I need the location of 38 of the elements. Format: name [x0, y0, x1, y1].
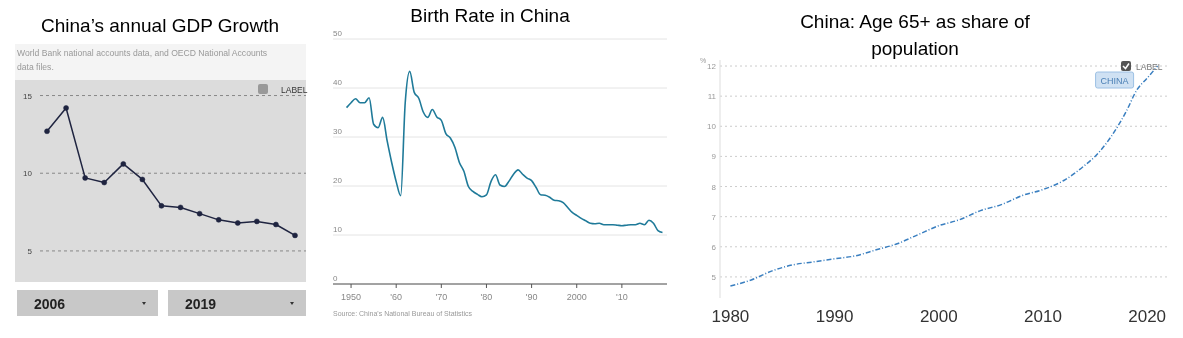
- y-tick-label: 5: [27, 246, 33, 256]
- text: 2006: [34, 296, 66, 312]
- y-tick-label: 20: [333, 176, 343, 185]
- x-tick-label: '10: [616, 292, 628, 302]
- y-tick-label: 9: [711, 152, 717, 162]
- x-tick-label: 1950: [341, 292, 362, 302]
- x-tick-label: 1990: [815, 307, 854, 326]
- x-tick-label: '60: [390, 292, 403, 302]
- y-tick-label: 10: [707, 122, 717, 132]
- text: 2019: [185, 296, 217, 312]
- x-tick-label: 2000: [566, 292, 587, 302]
- y-tick-label: 7: [711, 212, 717, 222]
- y-tick-label: 30: [333, 127, 343, 136]
- y-tick-label: 6: [711, 242, 717, 252]
- chart-title: Birth Rate in China: [410, 5, 571, 26]
- y-tick-label: 11: [707, 92, 717, 102]
- x-tick-label: '70: [435, 292, 448, 302]
- y-tick-label: 50: [333, 29, 343, 38]
- chart-title: China: Age 65+ as share of population: [800, 11, 1031, 59]
- x-tick-label: '90: [525, 292, 538, 302]
- x-tick-label: '80: [480, 292, 493, 302]
- chart-subtitle: World Bank national accounts data, and OECD National Accounts data files.: [17, 48, 268, 72]
- y-tick-label: 12: [707, 62, 717, 72]
- x-tick-label: 2010: [1024, 307, 1062, 326]
- annotation: LABEL: [281, 85, 308, 95]
- y-tick-label: 10: [23, 169, 33, 179]
- y-tick-label: 5: [711, 272, 717, 282]
- x-tick-label: 2000: [919, 307, 958, 326]
- chart-title: China’s annual GDP Growth: [41, 15, 279, 36]
- annotation: LABEL: [1136, 62, 1163, 72]
- y-tick-label: 15: [23, 91, 33, 101]
- y-tick-label: 8: [711, 182, 717, 192]
- x-tick-label: 2020: [1128, 307, 1167, 326]
- y-tick-label: 0: [333, 274, 338, 283]
- y-tick-label: 10: [333, 225, 343, 234]
- y-tick-label: 40: [333, 78, 343, 87]
- series-label: CHINA: [1100, 76, 1129, 87]
- x-tick-label: 1980: [711, 307, 750, 326]
